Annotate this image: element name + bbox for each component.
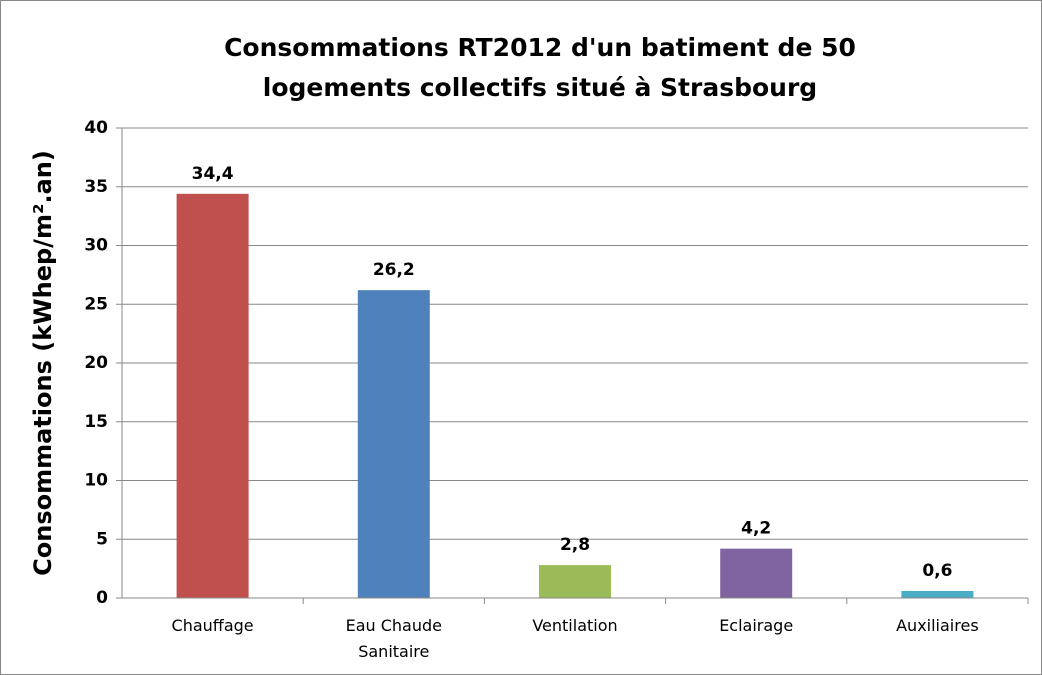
y-tick-label: 25 [84, 294, 108, 314]
bar [176, 193, 249, 599]
bar [357, 290, 430, 598]
x-tick-label: Eclairage [719, 616, 794, 635]
x-tick-label: Chauffage [171, 616, 254, 635]
x-tick-label: Eau Chaude Sanitaire [345, 616, 442, 661]
y-tick-label: 35 [84, 177, 108, 197]
value-label: 34,4 [192, 164, 234, 184]
value-label: 26,2 [373, 260, 415, 280]
value-label: 0,6 [922, 561, 952, 581]
y-axis-label: Consommations (kWhep/m².an) [29, 150, 57, 576]
y-tick-label: 20 [84, 353, 108, 373]
bar [720, 548, 793, 598]
x-tick-label: Auxiliaires [896, 616, 979, 635]
y-tick-label: 10 [84, 471, 108, 491]
y-tick-label: 5 [96, 529, 108, 549]
chart-title: Consommations RT2012 d'un batiment de 50… [224, 33, 856, 102]
x-tick-label: Ventilation [532, 616, 618, 635]
value-label: 4,2 [741, 519, 771, 539]
y-tick-label: 15 [84, 412, 108, 432]
y-tick-label: 40 [84, 118, 108, 138]
bar [539, 565, 611, 598]
value-label: 2,8 [560, 535, 590, 555]
bar [901, 590, 974, 598]
y-tick-label: 30 [84, 236, 108, 256]
y-tick-label: 0 [96, 588, 108, 608]
